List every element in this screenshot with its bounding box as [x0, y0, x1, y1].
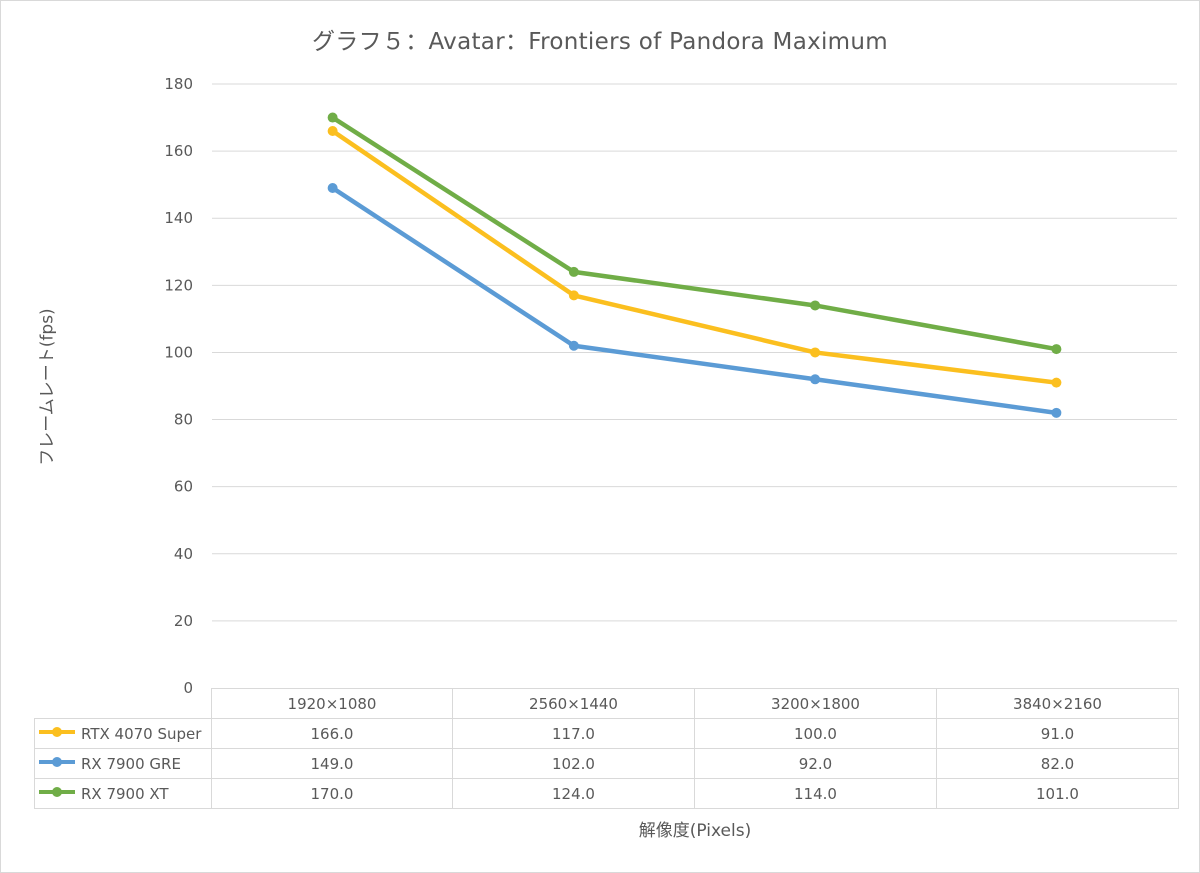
data-label: 170.0 [211, 778, 453, 809]
table-row: RX 7900 XT 170.0 124.0 114.0 101.0 [34, 778, 1179, 809]
table-row: RX 7900 GRE 149.0 102.0 92.0 82.0 [34, 748, 1179, 779]
data-label: 124.0 [452, 778, 695, 809]
y-tick-label: 180 [164, 75, 193, 93]
y-tick-label: 80 [174, 411, 193, 429]
series-lines [327, 112, 1062, 418]
data-point [810, 300, 821, 311]
legend-key [39, 727, 75, 737]
data-point [1051, 377, 1062, 388]
data-label: 117.0 [452, 718, 695, 749]
data-label: 166.0 [211, 718, 453, 749]
series-line [330, 115, 1059, 352]
x-axis-label: 解像度(Pixels) [638, 821, 752, 841]
legend-entry: RTX 4070 Super [34, 718, 212, 749]
y-tick-label: 160 [164, 142, 193, 160]
legend-key [39, 757, 75, 767]
data-table: 1920×1080 2560×1440 3200×1800 3840×2160 … [34, 688, 1179, 809]
y-tick-label: 0 [183, 679, 193, 697]
data-point [1051, 344, 1062, 355]
y-tick-labels: 0 20 40 60 80 100 120 140 160 180 [164, 75, 193, 697]
series-line [330, 128, 1059, 385]
series-line [330, 185, 1059, 416]
data-label: 100.0 [694, 718, 937, 749]
data-label: 101.0 [936, 778, 1179, 809]
legend-label: RX 7900 GRE [81, 754, 181, 773]
data-point [810, 347, 821, 358]
table-header-row: 1920×1080 2560×1440 3200×1800 3840×2160 [34, 688, 1179, 719]
y-tick-label: 140 [164, 209, 193, 227]
x-tick-label: 3200×1800 [694, 688, 937, 719]
data-point [327, 112, 338, 123]
table-row: RTX 4070 Super 166.0 117.0 100.0 91.0 [34, 718, 1179, 749]
y-tick-label: 60 [174, 478, 193, 496]
data-point [1051, 407, 1062, 418]
data-label: 91.0 [936, 718, 1179, 749]
x-tick-label: 1920×1080 [211, 688, 453, 719]
y-tick-label: 120 [164, 276, 193, 294]
data-point [810, 374, 821, 385]
data-label: 82.0 [936, 748, 1179, 779]
data-label: 92.0 [694, 748, 937, 779]
table-corner-cell [34, 688, 212, 719]
y-tick-label: 20 [174, 612, 193, 630]
data-label: 149.0 [211, 748, 453, 779]
x-tick-label: 2560×1440 [452, 688, 695, 719]
data-point [568, 266, 579, 277]
data-label: 114.0 [694, 778, 937, 809]
gridlines [212, 83, 1177, 622]
data-point [327, 125, 338, 136]
legend-entry: RX 7900 XT [34, 778, 212, 809]
legend-label: RTX 4070 Super [81, 724, 202, 743]
legend-entry: RX 7900 GRE [34, 748, 212, 779]
data-point [327, 183, 338, 194]
data-point [568, 340, 579, 351]
y-tick-label: 40 [174, 545, 193, 563]
legend-key [39, 787, 75, 797]
data-label: 102.0 [452, 748, 695, 779]
chart-title: グラフ５：Avatar：Frontiers of Pandora Maximum [312, 29, 888, 55]
data-point [568, 290, 579, 301]
legend-label: RX 7900 XT [81, 784, 169, 803]
x-tick-label: 3840×2160 [936, 688, 1179, 719]
y-tick-label: 100 [164, 343, 193, 361]
